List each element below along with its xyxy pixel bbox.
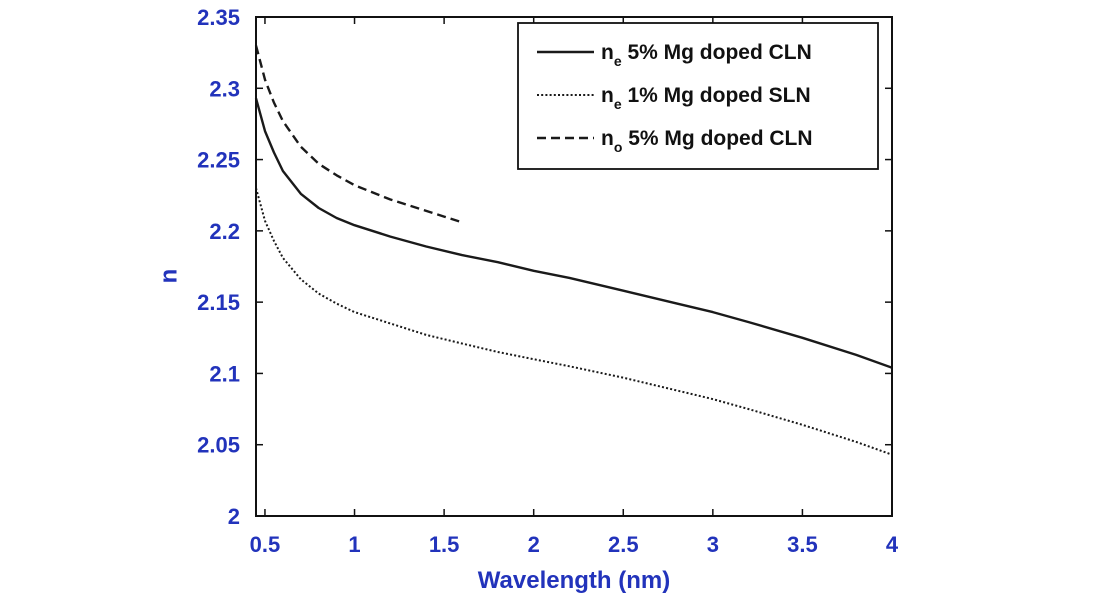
series-line-1: [254, 97, 893, 369]
legend: ne 5% Mg doped CLN ne 1% Mg doped SLN no 5…: [517, 22, 879, 170]
x-tick-label: 4: [886, 532, 899, 557]
y-tick-label: 2.3: [209, 76, 240, 101]
y-tick-label: 2.25: [197, 148, 240, 173]
y-tick-label: 2.15: [197, 290, 240, 315]
x-axis-title: Wavelength (nm): [478, 567, 670, 594]
series-line-3: [254, 45, 463, 224]
y-tick-label: 2.1: [209, 361, 240, 386]
x-tick-label: 2: [528, 532, 540, 557]
plot-frame: [255, 16, 893, 517]
y-tick-label: 2.35: [197, 5, 240, 30]
axes: 2 2.05 2.1 2.15 2.2 2.25 2.3 2.35 0.5 1 1.5 2 2.5 3 3.…: [197, 5, 899, 557]
x-tick-label: 3: [707, 532, 719, 557]
x-tick-label: 2.5: [608, 532, 639, 557]
x-tick-label: 0.5: [250, 532, 281, 557]
y-tick-label: 2: [228, 504, 240, 529]
x-tick-label: 1.5: [429, 532, 460, 557]
legend-label-1: ne 5% Mg doped CLN: [601, 41, 812, 69]
legend-label-3: no 5% Mg doped CLN: [601, 127, 813, 155]
y-axis-title: n: [155, 269, 182, 284]
y-tick-label: 2.2: [209, 219, 240, 244]
x-tick-label: 1: [348, 532, 360, 557]
series-line-2: [255, 187, 893, 456]
y-tick-label: 2.05: [197, 433, 240, 458]
plot-area: [254, 45, 893, 456]
legend-label-2: ne 1% Mg doped SLN: [601, 84, 811, 112]
legend-box: [517, 22, 879, 170]
x-tick-label: 3.5: [787, 532, 818, 557]
